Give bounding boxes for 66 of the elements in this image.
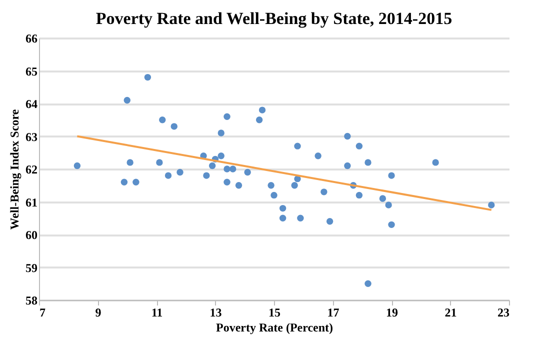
point <box>364 159 372 166</box>
point <box>297 214 304 222</box>
x-tick-label: 23 <box>498 306 510 320</box>
point <box>258 106 266 114</box>
y-tick-label: 63 <box>26 130 38 144</box>
x-tick-label: 7 <box>40 306 46 320</box>
y-tick-label: 62 <box>26 162 38 176</box>
point <box>291 182 298 189</box>
y-tick-label: 58 <box>26 294 38 308</box>
y-tick-label: 65 <box>26 64 38 78</box>
point <box>320 188 328 196</box>
point <box>488 202 495 208</box>
point <box>379 195 386 202</box>
point <box>224 113 230 120</box>
point <box>314 152 322 160</box>
point <box>385 202 392 208</box>
x-tick-label: 19 <box>386 306 398 320</box>
point <box>156 159 163 166</box>
point <box>244 168 251 176</box>
point <box>230 166 236 172</box>
point <box>144 74 152 81</box>
point <box>208 162 216 170</box>
x-tick-label: 9 <box>95 306 102 320</box>
point <box>388 172 395 179</box>
point <box>356 192 363 199</box>
point <box>132 178 140 186</box>
point <box>203 172 210 179</box>
chart-title: Poverty Rate and Well-Being by State, 2014-2015 <box>96 9 452 28</box>
point <box>356 142 363 150</box>
point <box>126 159 134 166</box>
point <box>224 178 230 186</box>
point <box>270 192 278 199</box>
point <box>268 182 274 189</box>
point <box>224 166 230 172</box>
point <box>256 116 263 124</box>
point <box>218 152 224 160</box>
point <box>388 221 395 228</box>
point <box>218 130 224 136</box>
point <box>170 123 178 130</box>
x-tick-label: 13 <box>210 306 222 320</box>
y-tick-label: 61 <box>26 195 38 210</box>
point <box>364 280 372 287</box>
point <box>344 162 351 170</box>
y-axis-title: Well-Being Index Score <box>8 108 22 230</box>
x-tick-label: 11 <box>151 306 163 320</box>
point <box>74 162 81 170</box>
point <box>124 96 130 104</box>
point <box>279 214 286 222</box>
y-tick-label: 66 <box>26 32 38 46</box>
x-tick-label: 17 <box>327 306 340 320</box>
x-tick-label: 15 <box>268 306 280 320</box>
point <box>120 178 128 186</box>
point <box>164 172 172 179</box>
y-tick-label: 60 <box>26 228 38 242</box>
point <box>176 168 184 176</box>
point <box>326 218 334 225</box>
point <box>279 204 286 212</box>
x-tick-label: 21 <box>444 306 457 320</box>
point <box>294 142 301 150</box>
y-tick-label: 59 <box>26 260 38 275</box>
point <box>235 182 242 189</box>
x-axis-title: Poverty Rate (Percent) <box>216 320 334 334</box>
y-tick-label: 64 <box>26 97 38 111</box>
point <box>344 132 351 140</box>
point <box>432 159 439 166</box>
point <box>159 116 166 124</box>
